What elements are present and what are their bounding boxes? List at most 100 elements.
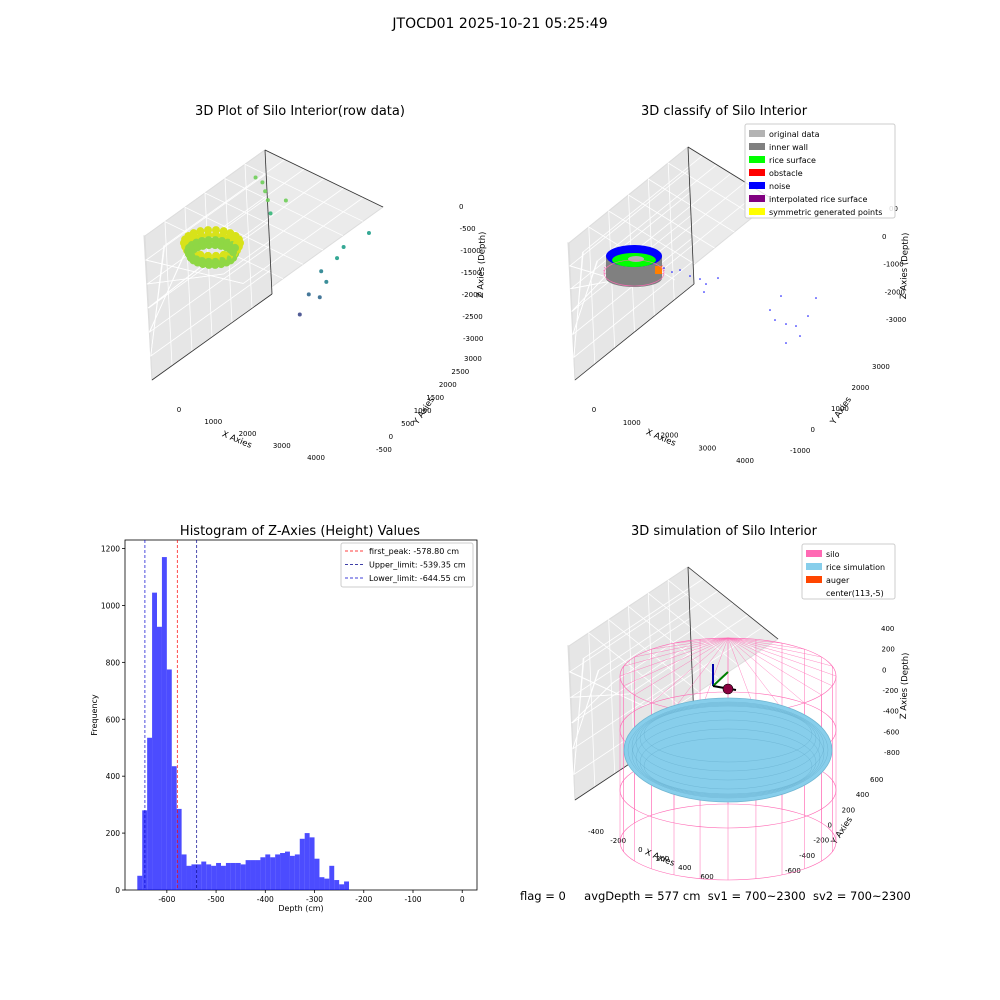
p3-y-tick-label: 800 — [106, 658, 121, 667]
p2-legend-swatch — [749, 156, 765, 163]
p3-bar — [196, 864, 202, 890]
p3-axes — [124, 539, 478, 891]
p4-z-ticks-label: -800 — [884, 749, 900, 757]
p1-y-ticks-label: 3000 — [464, 355, 482, 363]
p4-x-ticks-label: -200 — [610, 837, 626, 845]
p1-data-point — [263, 189, 268, 194]
p1-data-point — [283, 198, 288, 203]
p4-silo-roof-rib — [727, 637, 756, 640]
p4-legend-entry: auger — [826, 576, 850, 585]
p1-data-point — [319, 269, 324, 274]
p2-x-ticks-label: 3000 — [698, 444, 716, 452]
p4-silo-roof-rib — [727, 637, 783, 710]
p1-data-point — [306, 292, 311, 297]
p3-bar — [255, 860, 261, 890]
figure-title: JTOCD01 2025-10-21 05:25:49 — [392, 16, 608, 32]
p1-z-ticks-label: -1000 — [460, 247, 480, 255]
p4-legend-swatch — [806, 550, 822, 557]
p2-box — [567, 145, 775, 382]
p2-grid — [569, 190, 760, 288]
p2-legend-entry: original data — [769, 130, 820, 139]
p3-y-axis-title: Frequency — [90, 694, 99, 736]
p4-z-ticks-label: -400 — [883, 708, 899, 716]
p4-y-arrow — [712, 671, 729, 687]
p1-cluster-point — [211, 260, 220, 269]
p4-silo-roof-rib — [727, 637, 805, 650]
p1-z-ticks-label: -500 — [460, 225, 476, 233]
p2-legend-swatch — [749, 208, 765, 215]
p3-bar — [275, 854, 281, 890]
p4-rice-mesh — [639, 704, 817, 772]
p3-bar — [186, 865, 192, 890]
p4-silo-roof-rib — [727, 637, 833, 687]
p4-silo-roof-rib — [727, 637, 822, 658]
p4-silo-roof-rib — [673, 637, 729, 644]
p1-data-point — [268, 211, 273, 216]
p1-z-ticks-label: -1500 — [461, 269, 481, 277]
p4-y-ticks-label: 600 — [870, 776, 883, 784]
p4-y-ticks-label: 0 — [828, 822, 832, 830]
p2-legend-frame — [744, 123, 896, 219]
p3-x-tick-label: -300 — [306, 895, 323, 904]
p2-legend: original data inner wall rice surface obsta… — [744, 123, 896, 219]
p2-x-ticks-label: 4000 — [736, 457, 754, 465]
p3-bar — [339, 884, 345, 890]
p2-noise-point — [780, 295, 782, 297]
p2-noise-point — [679, 269, 681, 271]
p1-y-axis-line — [264, 149, 273, 295]
p2-noise-point — [785, 342, 787, 344]
p1-data-point — [324, 279, 329, 284]
p2-grid — [667, 162, 755, 301]
p4-silo-roof-rib — [651, 637, 729, 650]
p2-legend-swatch — [749, 143, 765, 150]
p2-symmetric-ring — [603, 259, 665, 287]
p3-x-tick-label: -600 — [158, 895, 175, 904]
p3-bar — [137, 875, 143, 890]
p2-classified-points — [603, 245, 817, 344]
p1-y-ticks-label: 1000 — [414, 407, 432, 415]
p3-bar — [176, 808, 182, 890]
p3-legend: first_peak: -578.80 cm Upper_limit: -539.… — [340, 542, 474, 588]
p4-box — [567, 566, 779, 801]
p1-box — [143, 149, 384, 381]
p1-z-axis-line — [264, 149, 384, 208]
p2-noise-point — [689, 275, 691, 277]
p4-silo-roof-rib — [727, 637, 833, 667]
p2-inner-wall-base — [606, 269, 662, 287]
p4-rice-mesh — [635, 719, 821, 797]
p2-y-ticks-label: 2000 — [852, 384, 870, 392]
p2-noise-point — [663, 267, 665, 269]
p4-z-axis-title: Z Axies (Depth) — [899, 652, 911, 719]
p1-data-cluster — [180, 226, 244, 269]
p1-data-point — [317, 295, 322, 300]
status-line: flag = 0 avgDepth = 577 cm sv1 = 700~230… — [520, 889, 911, 903]
p2-legend-entry: obstacle — [769, 169, 803, 178]
p3-bar — [216, 862, 221, 890]
p1-cluster-point — [204, 241, 213, 250]
p4-silo-roof-rib — [634, 637, 729, 658]
p3-x-tick-label: -100 — [404, 895, 421, 904]
p3-bar — [147, 737, 153, 890]
p4-legend-swatch — [806, 576, 822, 583]
p3-y-tick-label: 600 — [106, 715, 121, 724]
p4-y-ticks-label: -200 — [813, 837, 829, 845]
p3-bar — [280, 853, 285, 890]
p4-rice-mesh — [631, 710, 825, 798]
p4-silo-roof-rib — [623, 637, 729, 667]
p2-noise-point — [717, 277, 719, 279]
p3-bar — [152, 592, 157, 890]
p1-x-ticks-label: 0 — [177, 406, 181, 414]
p1-data-point — [297, 312, 302, 317]
p3-bar — [181, 854, 187, 890]
p2-legend-entry: symmetric generated points — [769, 208, 882, 217]
p3-x-tick-label: -200 — [355, 895, 372, 904]
p1-z-ticks-label: -3000 — [463, 335, 483, 343]
p4-y-ticks-label: 400 — [856, 791, 869, 799]
p3-bar — [161, 557, 167, 890]
p2-legend-entry: noise — [769, 182, 790, 191]
p3-vlines — [144, 540, 198, 890]
p3-bar — [206, 864, 212, 890]
p4-y-ticks-label: 200 — [842, 806, 855, 814]
